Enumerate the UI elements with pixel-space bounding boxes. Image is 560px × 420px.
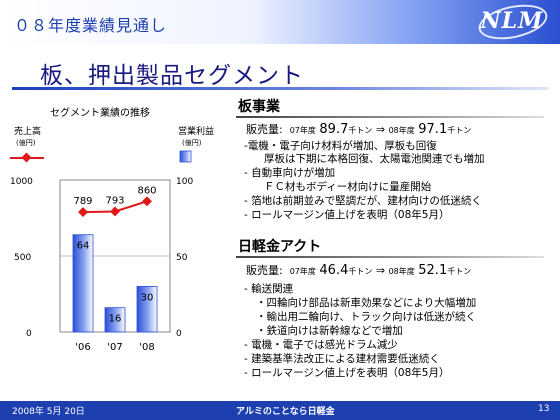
segment-chart: 売上高 (億円) 営業利益 (億円) 1000 500 0 100 50 0 6… — [10, 125, 214, 353]
page-title: 板、押出製品セグメント — [40, 63, 304, 89]
act-bullet: - 電機・電子では感光ドラム減少 — [244, 339, 398, 351]
left-tick-0: 0 — [26, 329, 32, 339]
profit-bar-0 — [72, 234, 94, 333]
plate-bullet: - 箔地は前期並みで堅調だが、建材向けの低迷続く — [244, 195, 482, 207]
right-tick-100: 100 — [176, 177, 193, 187]
sales-point-1 — [110, 206, 120, 217]
header-title: ０８年度業績見通し — [14, 16, 168, 35]
sales-label-1: 793 — [105, 195, 124, 206]
right-tick-50: 50 — [176, 253, 188, 263]
left-axis-unit: (億円) — [16, 138, 36, 147]
section-divider-2 — [236, 256, 544, 258]
profit-label-2: 30 — [141, 292, 154, 303]
act-bullet: - ロールマージン値上げを表明（08年5月） — [244, 367, 450, 379]
right-axis-unit: (億円) — [182, 138, 202, 147]
sales-year-1: 07年度 — [289, 267, 316, 276]
page-number: 13 — [538, 404, 550, 414]
act-bullet: - 建築基準法改正による建材需要低迷続く — [244, 353, 440, 365]
act-bullet: ・四輪向け部品は新車効果などにより大幅増加 — [256, 297, 477, 309]
right-axis-label: 営業利益 — [178, 125, 214, 137]
sales-value-1: 89.7 — [319, 122, 349, 137]
category-label-1: '07 — [107, 342, 122, 353]
arrow-icon: ⇒ — [375, 264, 386, 277]
act-bullet: - 輸送関連 — [244, 283, 294, 295]
legend-swatch-profit — [179, 150, 192, 163]
chart-title: セグメント業績の推移 — [50, 108, 150, 119]
footer-bar — [0, 401, 560, 420]
act-bullet: ・鉄道向けは新幹線などで増加 — [256, 325, 403, 337]
sales-volume-act: 販売量: 07年度 46.4千トン ⇒ 08年度 52.1千トン — [246, 262, 471, 278]
sales-volume-plate: 販売量: 07年度 89.7千トン ⇒ 08年度 97.1千トン — [246, 121, 471, 137]
sales-point-0 — [78, 207, 88, 218]
legend-diamond-icon — [21, 152, 32, 163]
sales-unit-1: 千トン — [348, 267, 373, 276]
profit-label-1: 16 — [109, 314, 122, 325]
plate-bullet: -電機・電子向け材料が増加、厚板も回復 — [244, 140, 437, 152]
footer-tagline: アルミのことなら日軽金 — [236, 407, 335, 417]
sales-value-2: 52.1 — [418, 263, 448, 278]
act-bullet: ・輸出用二輪向け、トラック向けは低迷が続く — [256, 311, 476, 323]
sales-year-1: 07年度 — [289, 126, 316, 135]
plate-bullet: - 自動車向けが増加 — [244, 167, 336, 179]
sales-unit-2: 千トン — [447, 126, 472, 135]
plate-bullet: ＦＣ材もボディー材向けに量産開始 — [264, 181, 432, 193]
plate-bullet: 厚板は下期に本格回復、太陽電池関連でも増加 — [264, 153, 485, 165]
header-bar — [0, 0, 560, 44]
sales-value-2: 97.1 — [418, 122, 448, 137]
title-underline — [12, 87, 548, 90]
sales-unit-2: 千トン — [447, 267, 472, 276]
sales-label-2: 860 — [137, 185, 156, 196]
footer-date: 2008年 5月 20日 — [12, 407, 85, 417]
sales-value-1: 46.4 — [319, 263, 349, 278]
sales-year-2: 08年度 — [388, 267, 415, 276]
plate-bullet: - ロールマージン値上げを表明（08年5月） — [244, 209, 450, 221]
profit-label-0: 64 — [77, 241, 90, 252]
profit-bar-2 — [136, 285, 158, 333]
left-tick-500: 500 — [14, 253, 31, 263]
section-divider-1 — [236, 116, 544, 118]
left-axis-label: 売上高 — [14, 125, 41, 137]
section-title-plate: 板事業 — [238, 99, 280, 115]
category-label-0: '06 — [75, 342, 90, 353]
profit-bar-1 — [104, 307, 126, 333]
sales-label: 販売量: — [246, 264, 283, 277]
right-tick-0: 0 — [176, 329, 182, 339]
sales-label: 販売量: — [246, 123, 283, 136]
sales-label-0: 789 — [73, 196, 92, 207]
sales-unit-1: 千トン — [348, 126, 373, 135]
logo-text: NLM — [480, 8, 544, 34]
left-tick-1000: 1000 — [10, 177, 33, 187]
section-title-act: 日軽金アクト — [238, 239, 322, 255]
arrow-icon: ⇒ — [375, 123, 386, 136]
company-logo: NLM — [470, 0, 554, 45]
category-label-2: '08 — [139, 342, 154, 353]
sales-point-2 — [142, 196, 152, 207]
sales-year-2: 08年度 — [388, 126, 415, 135]
